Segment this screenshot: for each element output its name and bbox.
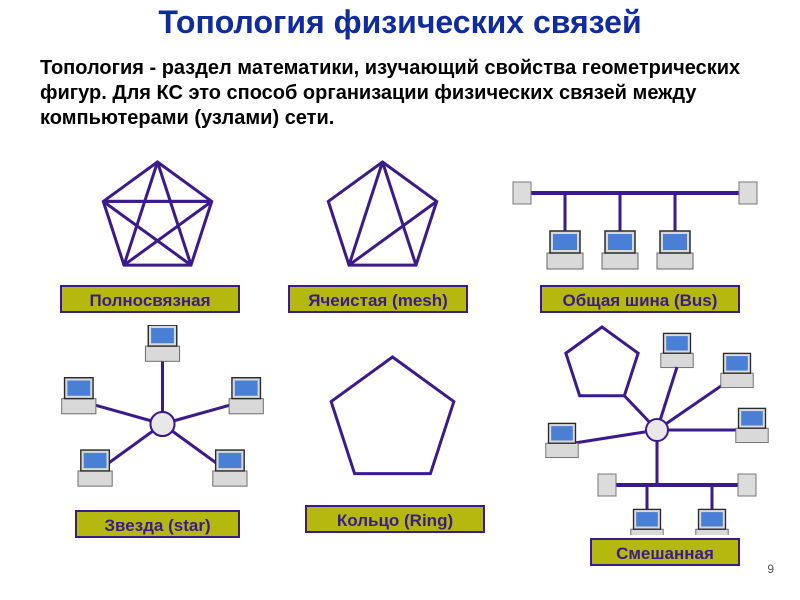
diagram-mixed [522,320,777,535]
computer-icon [631,509,663,535]
page-number: 9 [767,562,774,576]
diagram-bus [510,175,760,280]
diagram-star [45,325,280,505]
computer-icon [62,378,96,414]
label-bus: Общая шина (Bus) [540,285,740,313]
computer-icon [213,450,247,486]
computer-icon [736,408,768,442]
diagram-mesh [300,150,465,280]
computer-icon [145,325,179,361]
label-star: Звезда (star) [75,510,240,538]
diagram-full [75,150,240,280]
label-full: Полносвязная [60,285,240,313]
computer-icon [229,378,263,414]
label-ring: Кольцо (Ring) [305,505,485,533]
computer-icon [657,231,693,269]
computer-icon [696,509,728,535]
slide-title: Топология физических связей [0,4,800,41]
computer-icon [78,450,112,486]
diagram-ring [310,345,475,490]
computer-icon [547,231,583,269]
label-mixed: Смешанная [590,538,740,566]
computer-icon [661,333,693,367]
computer-icon [602,231,638,269]
slide-subtitle: Топология - раздел математики, изучающий… [40,56,770,131]
computer-icon [721,353,753,387]
label-mesh: Ячеистая (mesh) [288,285,468,313]
computer-icon [546,423,578,457]
